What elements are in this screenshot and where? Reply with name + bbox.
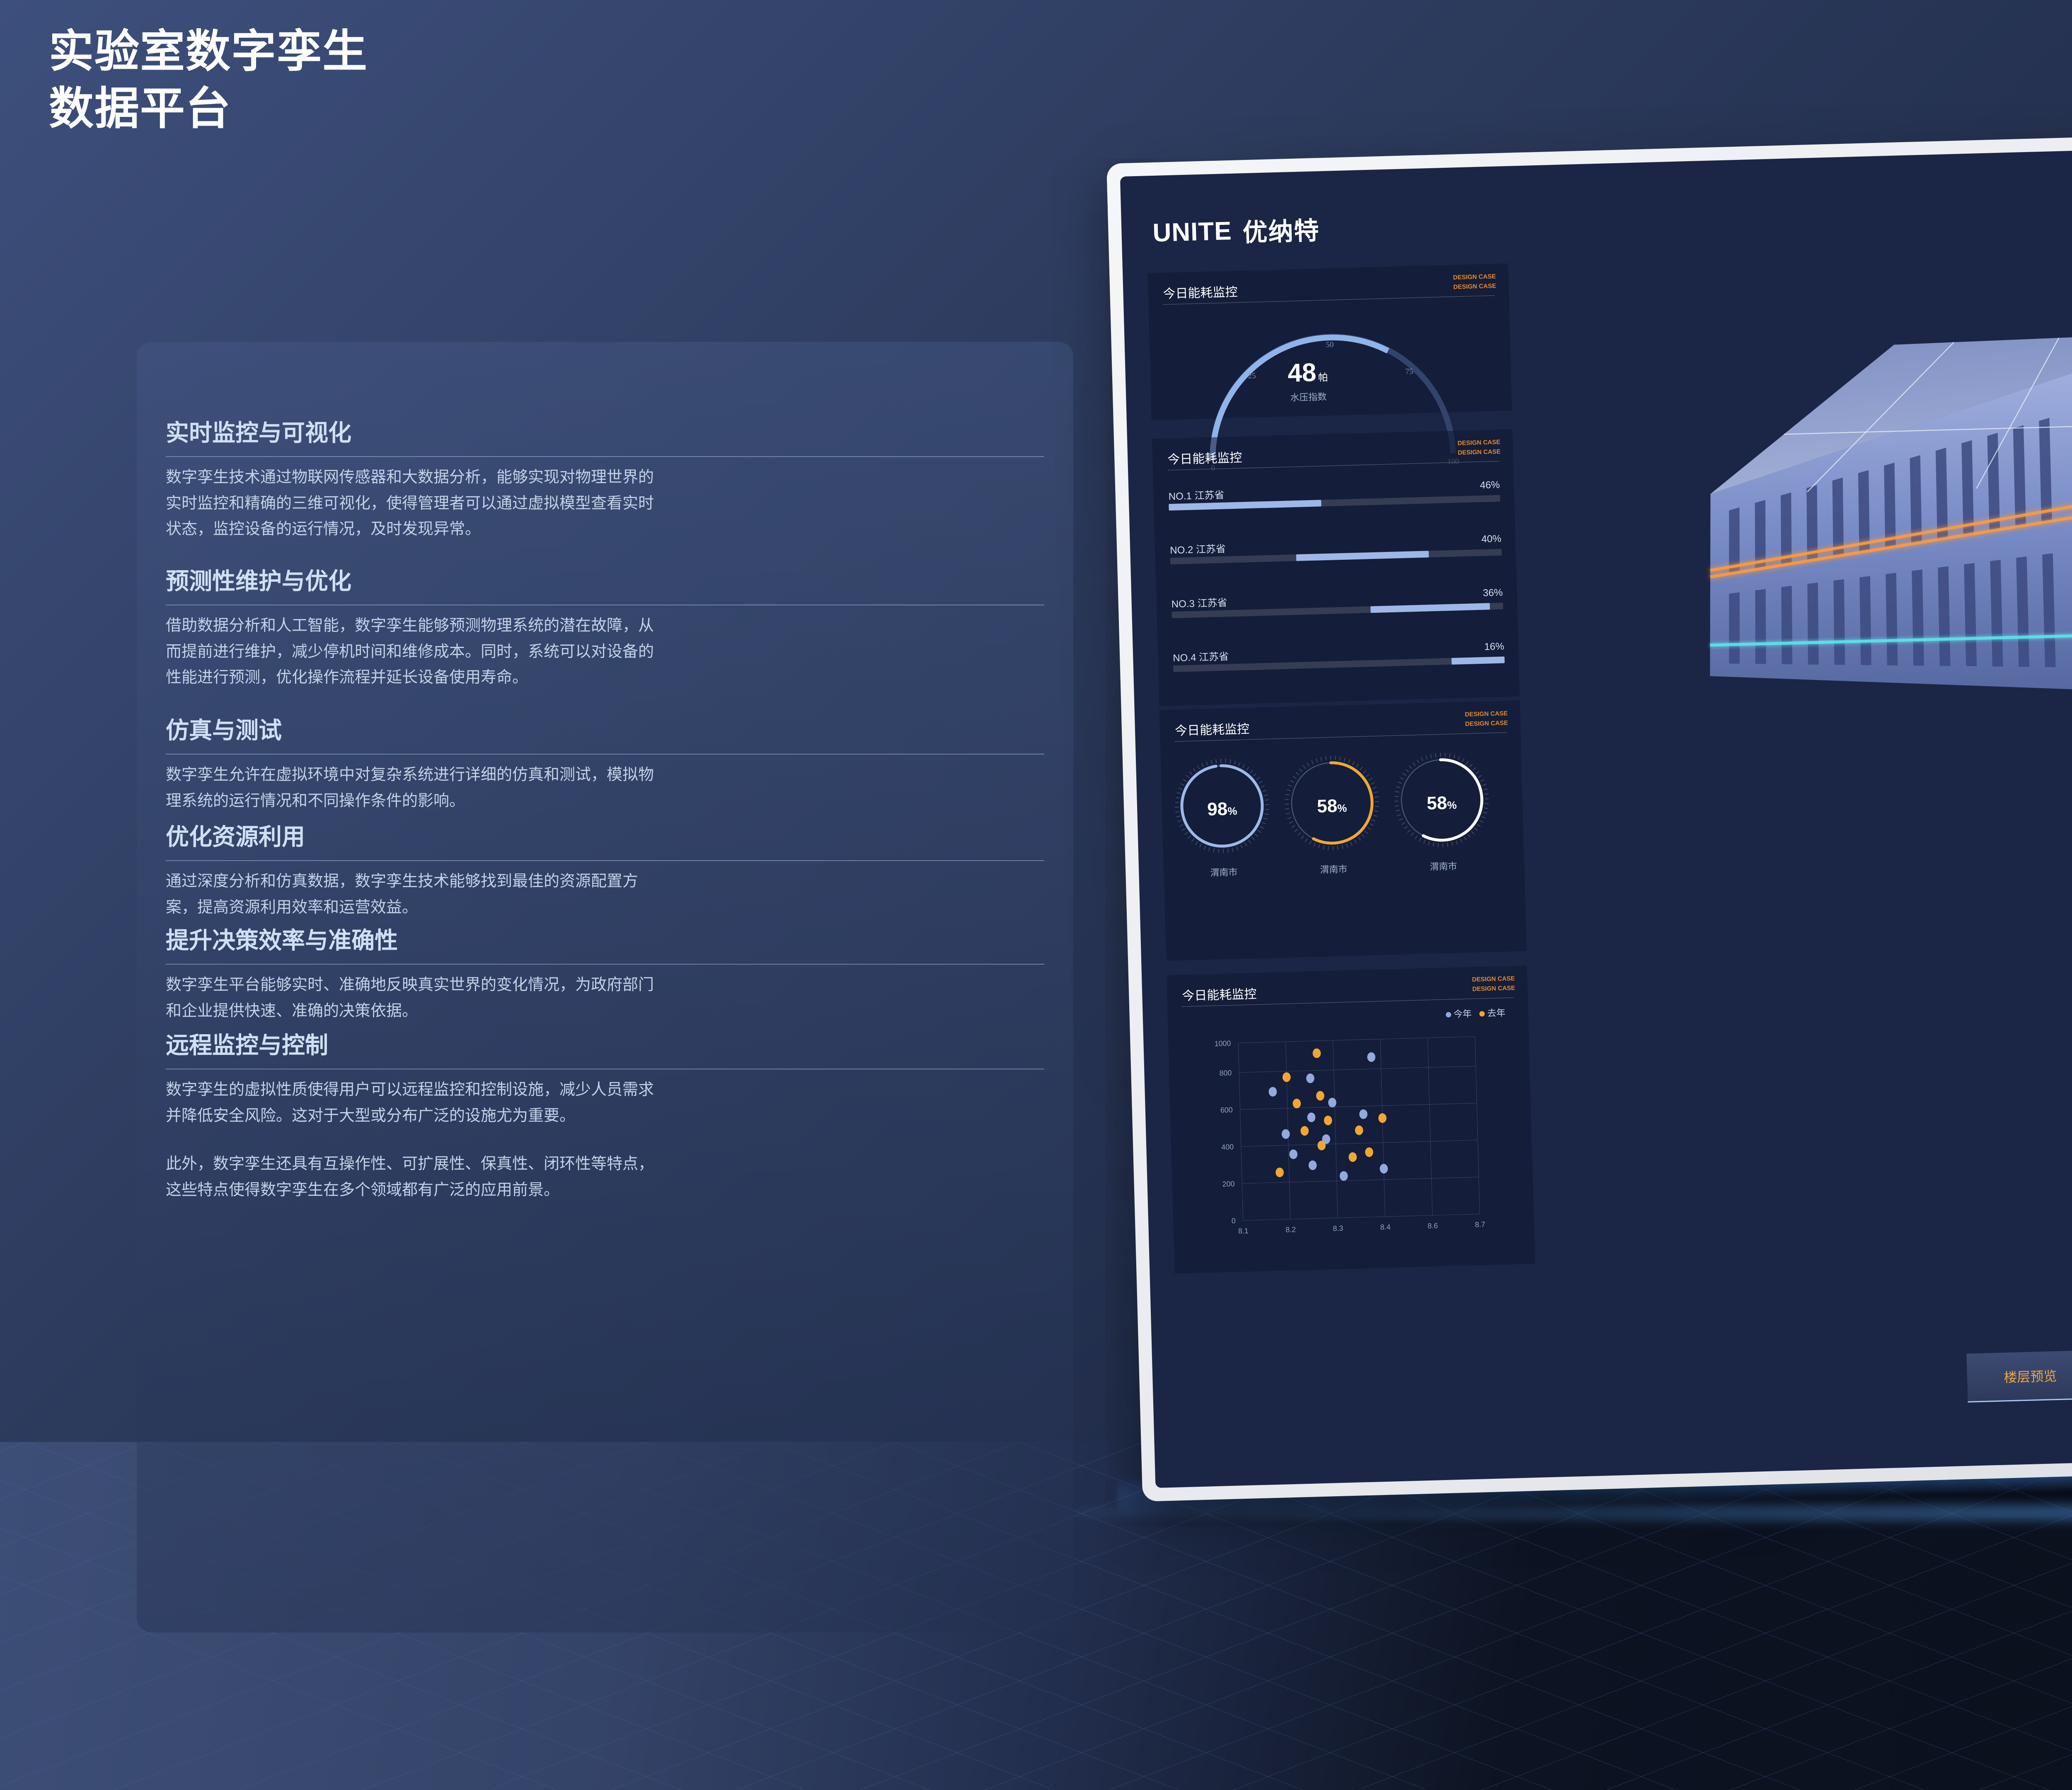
svg-text:8.4: 8.4	[1380, 1223, 1390, 1231]
svg-text:200: 200	[1222, 1180, 1234, 1188]
svg-text:800: 800	[1219, 1069, 1232, 1077]
svg-text:1000: 1000	[1214, 1039, 1231, 1048]
svg-text:8.2: 8.2	[1285, 1225, 1296, 1234]
svg-text:8.3: 8.3	[1333, 1224, 1343, 1233]
svg-text:50: 50	[1326, 340, 1334, 349]
svg-text:8.6: 8.6	[1428, 1222, 1438, 1230]
svg-text:400: 400	[1221, 1143, 1234, 1151]
svg-text:600: 600	[1220, 1105, 1233, 1114]
svg-text:8.1: 8.1	[1238, 1226, 1249, 1235]
svg-text:8.7: 8.7	[1475, 1220, 1485, 1229]
svg-text:0: 0	[1232, 1217, 1236, 1225]
